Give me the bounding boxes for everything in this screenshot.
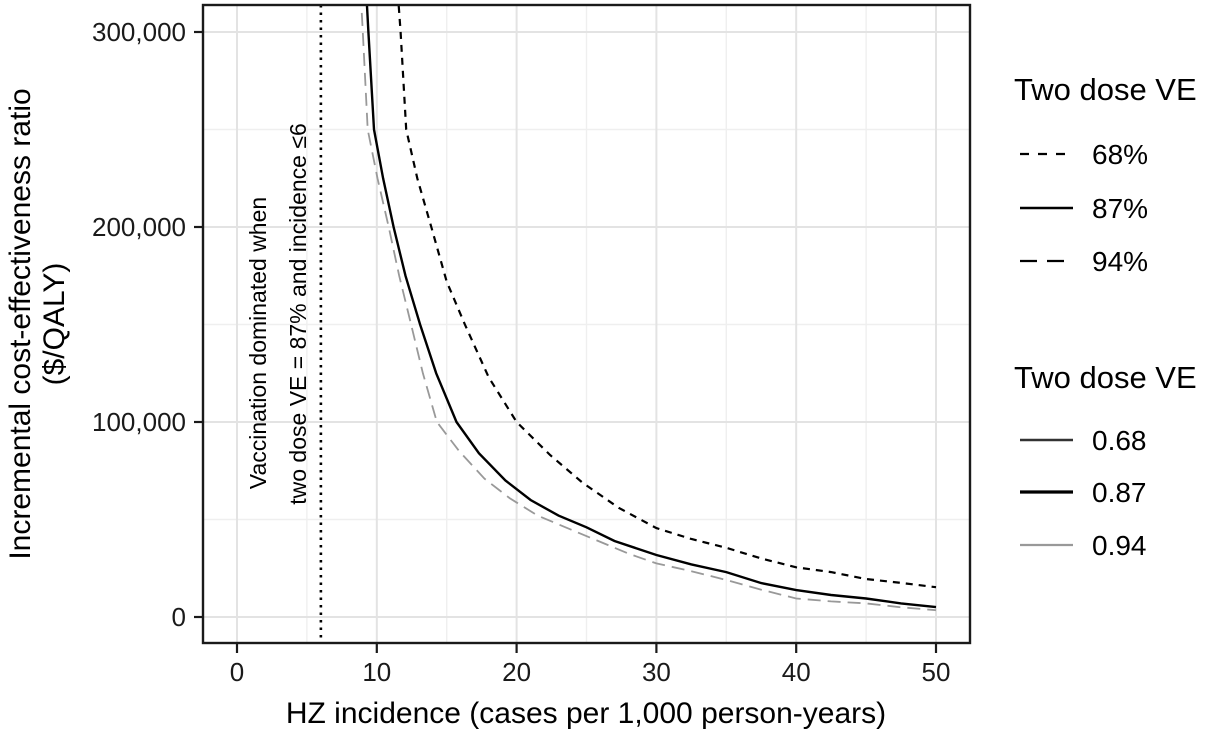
legend-entry-label: 87% <box>1092 193 1148 224</box>
axis-tick-labels: 0 10 20 30 40 50 0 100,000 200,000 300,000 <box>92 17 950 687</box>
y-tick-label: 300,000 <box>92 17 186 47</box>
x-tick-label: 0 <box>230 657 244 687</box>
curve-ve-87pct <box>365 5 937 609</box>
gridlines <box>203 5 970 643</box>
annotation-line2: two dose VE = 87% and incidence ≤6 <box>285 123 311 505</box>
curve-ve-68pct <box>397 5 937 589</box>
x-axis-title: HZ incidence (cases per 1,000 person-yea… <box>286 697 886 730</box>
legend-entry-label: 0.68 <box>1092 425 1147 456</box>
y-tick-label: 0 <box>172 602 186 632</box>
legends: Two dose VE 68% 87% 94% Two dose VE 0.68 0.87 0… <box>1014 72 1197 561</box>
legend-title: Two dose VE <box>1014 360 1197 395</box>
legend-entry-label: 0.94 <box>1092 530 1147 561</box>
y-tick-label: 100,000 <box>92 407 186 437</box>
legend-entry-label: 68% <box>1092 139 1148 170</box>
legend-entry-label: 94% <box>1092 246 1148 277</box>
x-tick-label: 20 <box>502 657 531 687</box>
y-axis-title-line2: ($/QALY) <box>38 263 71 386</box>
x-tick-label: 30 <box>642 657 671 687</box>
y-tick-label: 200,000 <box>92 212 186 242</box>
annotation-line1: Vaccination dominated when <box>245 197 271 489</box>
x-tick-label: 10 <box>362 657 391 687</box>
legend-2: Two dose VE 0.68 0.87 0.94 <box>1014 360 1197 561</box>
legend-title: Two dose VE <box>1014 72 1197 107</box>
x-tick-label: 50 <box>922 657 951 687</box>
legend-1: Two dose VE 68% 87% 94% <box>1014 72 1197 277</box>
legend-entry-label: 0.87 <box>1092 477 1147 508</box>
x-tick-label: 40 <box>782 657 811 687</box>
panel-border <box>201 3 972 645</box>
curves <box>360 5 937 612</box>
y-axis-title-line1: Incremental cost-effectiveness ratio <box>4 88 37 559</box>
curve-ve-94pct <box>360 5 937 612</box>
axis-ticks <box>194 30 938 653</box>
